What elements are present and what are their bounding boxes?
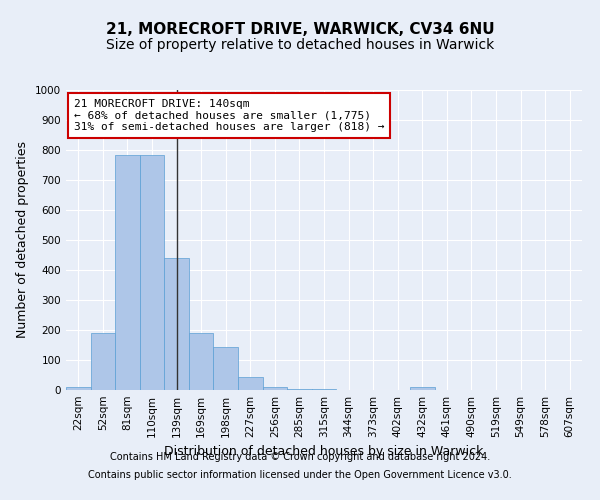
Bar <box>263 387 287 390</box>
Bar <box>410 387 434 390</box>
Text: Contains HM Land Registry data © Crown copyright and database right 2024.: Contains HM Land Registry data © Crown c… <box>110 452 490 462</box>
Text: Size of property relative to detached houses in Warwick: Size of property relative to detached ho… <box>106 38 494 52</box>
Text: Contains public sector information licensed under the Open Government Licence v3: Contains public sector information licen… <box>88 470 512 480</box>
Bar <box>312 388 336 390</box>
X-axis label: Distribution of detached houses by size in Warwick: Distribution of detached houses by size … <box>164 446 484 458</box>
Bar <box>189 333 214 390</box>
Text: 21, MORECROFT DRIVE, WARWICK, CV34 6NU: 21, MORECROFT DRIVE, WARWICK, CV34 6NU <box>106 22 494 38</box>
Bar <box>164 258 189 390</box>
Text: 21 MORECROFT DRIVE: 140sqm
← 68% of detached houses are smaller (1,775)
31% of s: 21 MORECROFT DRIVE: 140sqm ← 68% of deta… <box>74 99 384 132</box>
Y-axis label: Number of detached properties: Number of detached properties <box>16 142 29 338</box>
Bar <box>66 387 91 390</box>
Bar <box>140 154 164 390</box>
Bar <box>238 376 263 390</box>
Bar <box>287 388 312 390</box>
Bar <box>214 346 238 390</box>
Bar <box>91 333 115 390</box>
Bar <box>115 154 140 390</box>
